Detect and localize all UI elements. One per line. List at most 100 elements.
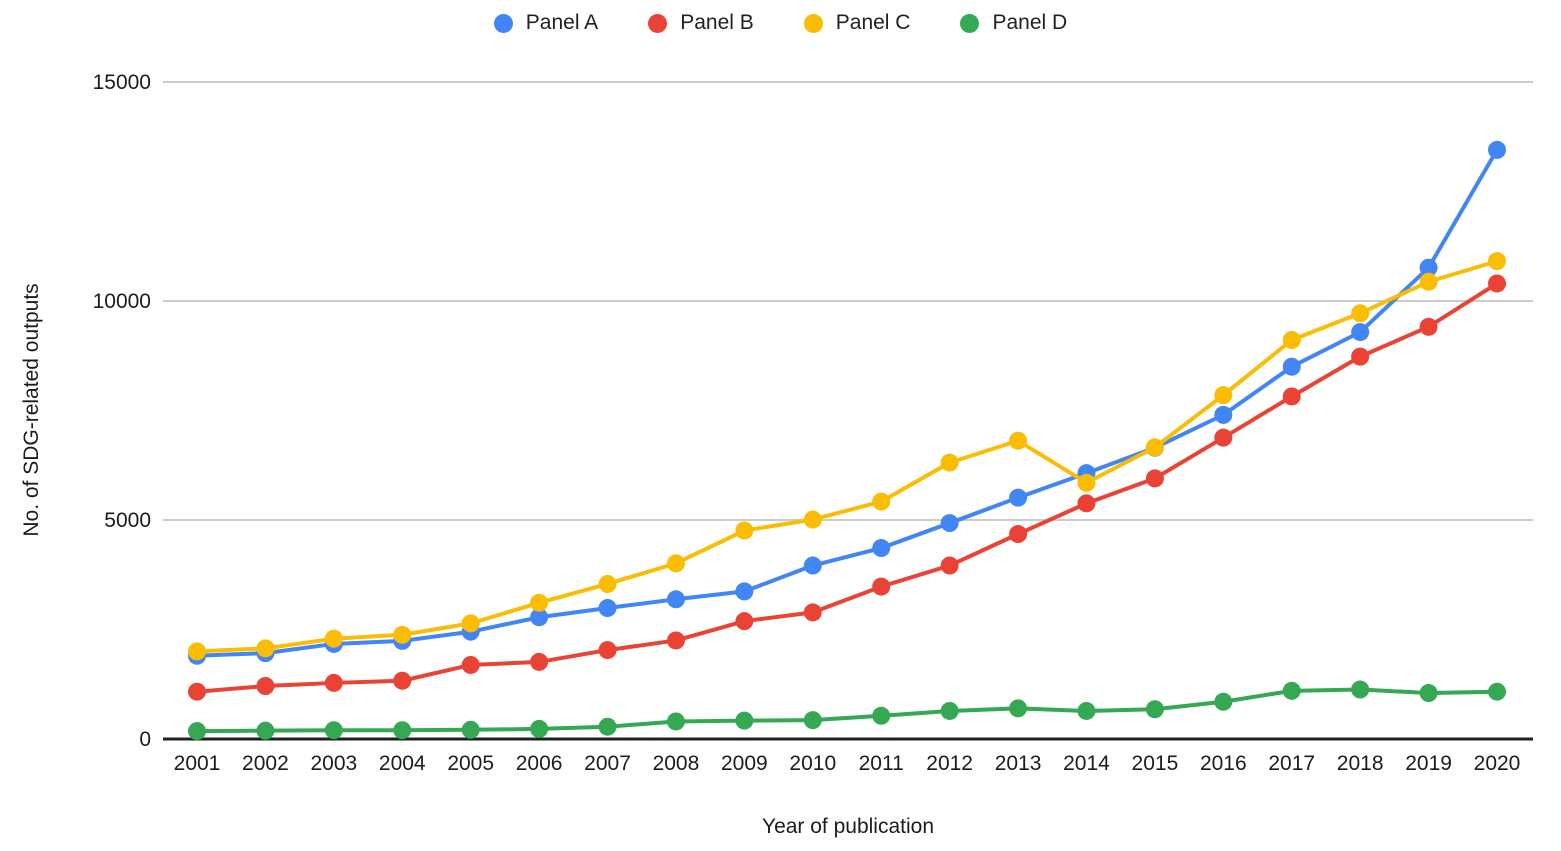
data-point	[1282, 357, 1301, 376]
x-tick-label: 2003	[310, 752, 357, 775]
data-point	[188, 722, 206, 741]
data-point	[872, 492, 891, 511]
series-panel-b	[188, 274, 1506, 701]
data-point	[256, 721, 275, 740]
x-tick-label: 2019	[1405, 752, 1452, 775]
data-point	[393, 721, 412, 740]
x-tick-label: 2012	[926, 752, 973, 775]
data-point	[1145, 469, 1164, 488]
x-axis-title: Year of publication	[762, 815, 934, 838]
x-tick-label: 2013	[995, 752, 1042, 775]
series-panel-a	[188, 140, 1506, 665]
y-tick-label: 0	[139, 728, 151, 751]
x-tick-label: 2015	[1132, 752, 1179, 775]
data-point	[598, 717, 617, 736]
x-tick-label: 2010	[789, 752, 836, 775]
data-point	[530, 608, 549, 627]
series-line	[195, 147, 1499, 658]
data-point	[1009, 431, 1028, 450]
x-tick-label: 2002	[242, 752, 289, 775]
data-point	[803, 510, 822, 529]
data-point	[461, 720, 480, 739]
data-point	[940, 514, 959, 533]
data-point	[1077, 494, 1096, 513]
data-point	[461, 655, 480, 674]
data-point	[803, 711, 822, 730]
data-point	[940, 453, 959, 472]
series-line	[195, 281, 1499, 694]
series-panel-d	[188, 680, 1506, 741]
data-point	[666, 631, 685, 650]
data-point	[1282, 387, 1301, 406]
data-point	[1488, 682, 1506, 701]
y-axis-title: No. of SDG-related outputs	[20, 283, 43, 536]
data-point	[666, 554, 685, 573]
data-point	[1009, 488, 1028, 507]
data-point	[872, 577, 891, 596]
tick-layer: 0 5000 10000 15000 2001 2002 2003 2004 2005 2006 2…	[93, 71, 1521, 775]
data-point	[256, 677, 275, 696]
x-tick-label: 2005	[447, 752, 494, 775]
data-point	[666, 590, 685, 609]
data-point	[1145, 700, 1164, 719]
x-tick-label: 2001	[174, 752, 221, 775]
data-point	[1214, 428, 1233, 447]
data-point	[872, 539, 891, 558]
data-point	[530, 593, 549, 612]
data-point	[1419, 684, 1438, 703]
data-point	[256, 639, 275, 658]
data-point	[1282, 330, 1301, 349]
data-point	[735, 582, 754, 601]
data-point	[1488, 140, 1506, 159]
data-point	[324, 721, 343, 740]
data-point	[735, 521, 754, 540]
x-tick-label: 2011	[859, 752, 904, 775]
data-point	[1282, 681, 1301, 700]
data-point	[803, 556, 822, 575]
data-point	[1145, 438, 1164, 457]
data-point	[872, 706, 891, 725]
data-point	[324, 629, 343, 648]
data-point	[530, 719, 549, 738]
data-point	[735, 612, 754, 631]
data-point	[803, 603, 822, 622]
data-point	[1077, 701, 1096, 720]
data-point	[940, 556, 959, 575]
data-point	[530, 652, 549, 671]
data-point	[1488, 252, 1506, 271]
x-tick-label: 2007	[584, 752, 631, 775]
data-point	[1419, 272, 1438, 291]
x-tick-label: 2018	[1337, 752, 1384, 775]
series-layer	[188, 140, 1506, 741]
data-point	[188, 642, 206, 661]
x-tick-label: 2009	[721, 752, 768, 775]
y-tick-label: 15000	[93, 71, 151, 94]
data-point	[666, 712, 685, 731]
y-tick-label: 5000	[104, 509, 151, 532]
data-point	[1077, 473, 1096, 492]
data-point	[1214, 386, 1233, 405]
data-point	[940, 701, 959, 720]
data-point	[461, 614, 480, 633]
series-line	[195, 259, 1499, 654]
y-tick-label: 10000	[93, 290, 151, 313]
series-panel-c	[188, 252, 1506, 661]
data-point	[1009, 525, 1028, 544]
data-point	[598, 599, 617, 618]
data-point	[393, 671, 412, 690]
series-line	[195, 687, 1499, 734]
data-point	[324, 673, 343, 692]
data-point	[1488, 274, 1506, 293]
grid-layer	[163, 81, 1533, 741]
data-point	[1214, 692, 1233, 711]
data-point	[1009, 699, 1028, 718]
x-tick-label: 2020	[1474, 752, 1521, 775]
x-tick-label: 2008	[653, 752, 700, 775]
data-point	[735, 711, 754, 730]
data-point	[1351, 680, 1370, 699]
data-point	[1419, 317, 1438, 336]
data-point	[1419, 258, 1438, 277]
x-tick-label: 2016	[1200, 752, 1247, 775]
